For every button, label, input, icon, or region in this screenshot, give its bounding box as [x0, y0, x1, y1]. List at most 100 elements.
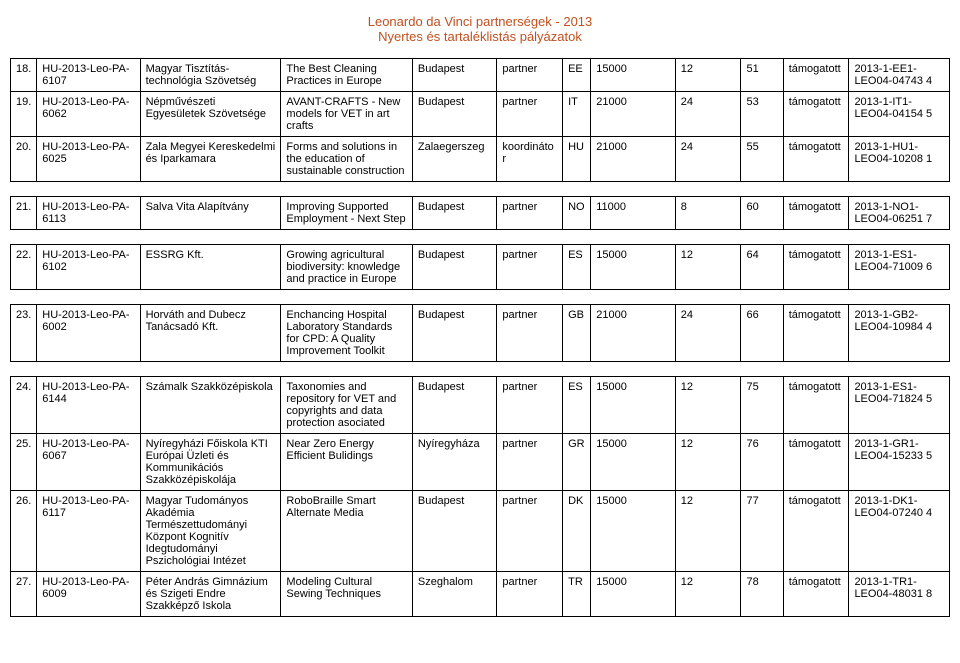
cell-org: Salva Vita Alapítvány	[140, 197, 281, 230]
cell-v1: 12	[675, 572, 741, 617]
cell-city: Budapest	[412, 92, 497, 137]
cell-org: Népművészeti Egyesületek Szövetsége	[140, 92, 281, 137]
cell-role: partner	[497, 377, 563, 434]
cell-status: támogatott	[783, 59, 849, 92]
cell-v1: 24	[675, 137, 741, 182]
spacer-row	[11, 182, 950, 197]
table-row: 22.HU-2013-Leo-PA-6102ESSRG Kft.Growing …	[11, 245, 950, 290]
cell-n: 23.	[11, 305, 37, 362]
cell-proj: Taxonomies and repository for VET and co…	[281, 377, 412, 434]
table-row: 24.HU-2013-Leo-PA-6144Számalk Szakközépi…	[11, 377, 950, 434]
cell-id: HU-2013-Leo-PA-6002	[37, 305, 140, 362]
table-row: 25.HU-2013-Leo-PA-6067Nyíregyházi Főisko…	[11, 434, 950, 491]
cell-org: Zala Megyei Kereskedelmi és Iparkamara	[140, 137, 281, 182]
cell-status: támogatott	[783, 491, 849, 572]
cell-v1: 24	[675, 92, 741, 137]
cell-ref: 2013-1-HU1-LEO04-10208 1	[849, 137, 950, 182]
cell-proj: Improving Supported Employment - Next St…	[281, 197, 412, 230]
cell-id: HU-2013-Leo-PA-6025	[37, 137, 140, 182]
cell-city: Szeghalom	[412, 572, 497, 617]
cell-n: 26.	[11, 491, 37, 572]
cell-v2: 75	[741, 377, 783, 434]
cell-city: Budapest	[412, 491, 497, 572]
cell-n: 24.	[11, 377, 37, 434]
cell-status: támogatott	[783, 245, 849, 290]
cell-v1: 12	[675, 245, 741, 290]
cell-amt: 15000	[591, 491, 676, 572]
cell-city: Budapest	[412, 59, 497, 92]
table-row: 26.HU-2013-Leo-PA-6117Magyar Tudományos …	[11, 491, 950, 572]
cell-role: partner	[497, 305, 563, 362]
projects-table: 18.HU-2013-Leo-PA-6107Magyar Tisztítás-t…	[10, 58, 950, 617]
cell-id: HU-2013-Leo-PA-6062	[37, 92, 140, 137]
cell-ref: 2013-1-DK1-LEO04-07240 4	[849, 491, 950, 572]
cell-role: partner	[497, 197, 563, 230]
cell-org: Horváth and Dubecz Tanácsadó Kft.	[140, 305, 281, 362]
cell-id: HU-2013-Leo-PA-6107	[37, 59, 140, 92]
cell-ref: 2013-1-ES1-LEO04-71824 5	[849, 377, 950, 434]
cell-amt: 21000	[591, 137, 676, 182]
cell-org: Magyar Tudományos Akadémia Természettudo…	[140, 491, 281, 572]
page-title: Leonardo da Vinci partnerségek - 2013	[10, 14, 950, 29]
cell-proj: Enchancing Hospital Laboratory Standards…	[281, 305, 412, 362]
cell-ref: 2013-1-IT1-LEO04-04154 5	[849, 92, 950, 137]
cell-cc: ES	[563, 245, 591, 290]
cell-status: támogatott	[783, 572, 849, 617]
cell-role: partner	[497, 59, 563, 92]
cell-v2: 55	[741, 137, 783, 182]
cell-v2: 66	[741, 305, 783, 362]
cell-id: HU-2013-Leo-PA-6113	[37, 197, 140, 230]
cell-id: HU-2013-Leo-PA-6144	[37, 377, 140, 434]
cell-id: HU-2013-Leo-PA-6067	[37, 434, 140, 491]
cell-role: partner	[497, 491, 563, 572]
cell-id: HU-2013-Leo-PA-6009	[37, 572, 140, 617]
cell-org: Nyíregyházi Főiskola KTI Európai Üzleti …	[140, 434, 281, 491]
cell-v1: 8	[675, 197, 741, 230]
cell-proj: Near Zero Energy Efficient Bulidings	[281, 434, 412, 491]
cell-status: támogatott	[783, 197, 849, 230]
cell-v1: 24	[675, 305, 741, 362]
page-subtitle: Nyertes és tartaléklistás pályázatok	[10, 29, 950, 44]
cell-org: ESSRG Kft.	[140, 245, 281, 290]
cell-role: partner	[497, 92, 563, 137]
cell-org: Magyar Tisztítás-technológia Szövetség	[140, 59, 281, 92]
cell-proj: RoboBraille Smart Alternate Media	[281, 491, 412, 572]
cell-proj: Growing agricultural biodiversity: knowl…	[281, 245, 412, 290]
cell-id: HU-2013-Leo-PA-6102	[37, 245, 140, 290]
cell-status: támogatott	[783, 377, 849, 434]
table-row: 27.HU-2013-Leo-PA-6009Péter András Gimná…	[11, 572, 950, 617]
cell-role: partner	[497, 434, 563, 491]
cell-v2: 64	[741, 245, 783, 290]
cell-status: támogatott	[783, 434, 849, 491]
cell-n: 27.	[11, 572, 37, 617]
cell-proj: Modeling Cultural Sewing Techniques	[281, 572, 412, 617]
cell-amt: 11000	[591, 197, 676, 230]
cell-amt: 15000	[591, 377, 676, 434]
cell-status: támogatott	[783, 137, 849, 182]
cell-city: Budapest	[412, 197, 497, 230]
cell-ref: 2013-1-EE1-LEO04-04743 4	[849, 59, 950, 92]
cell-v2: 78	[741, 572, 783, 617]
cell-ref: 2013-1-NO1-LEO04-06251 7	[849, 197, 950, 230]
cell-org: Számalk Szakközépiskola	[140, 377, 281, 434]
cell-ref: 2013-1-GB2-LEO04-10984 4	[849, 305, 950, 362]
cell-role: partner	[497, 572, 563, 617]
cell-cc: IT	[563, 92, 591, 137]
cell-id: HU-2013-Leo-PA-6117	[37, 491, 140, 572]
cell-v2: 60	[741, 197, 783, 230]
cell-n: 25.	[11, 434, 37, 491]
cell-cc: EE	[563, 59, 591, 92]
cell-city: Budapest	[412, 245, 497, 290]
cell-status: támogatott	[783, 92, 849, 137]
cell-v2: 77	[741, 491, 783, 572]
cell-city: Zalaegerszeg	[412, 137, 497, 182]
table-row: 23.HU-2013-Leo-PA-6002Horváth and Dubecz…	[11, 305, 950, 362]
cell-v1: 12	[675, 377, 741, 434]
cell-cc: TR	[563, 572, 591, 617]
cell-status: támogatott	[783, 305, 849, 362]
table-row: 20.HU-2013-Leo-PA-6025Zala Megyei Keresk…	[11, 137, 950, 182]
cell-amt: 15000	[591, 434, 676, 491]
cell-v2: 53	[741, 92, 783, 137]
table-row: 19.HU-2013-Leo-PA-6062Népművészeti Egyes…	[11, 92, 950, 137]
cell-role: koordinátor	[497, 137, 563, 182]
